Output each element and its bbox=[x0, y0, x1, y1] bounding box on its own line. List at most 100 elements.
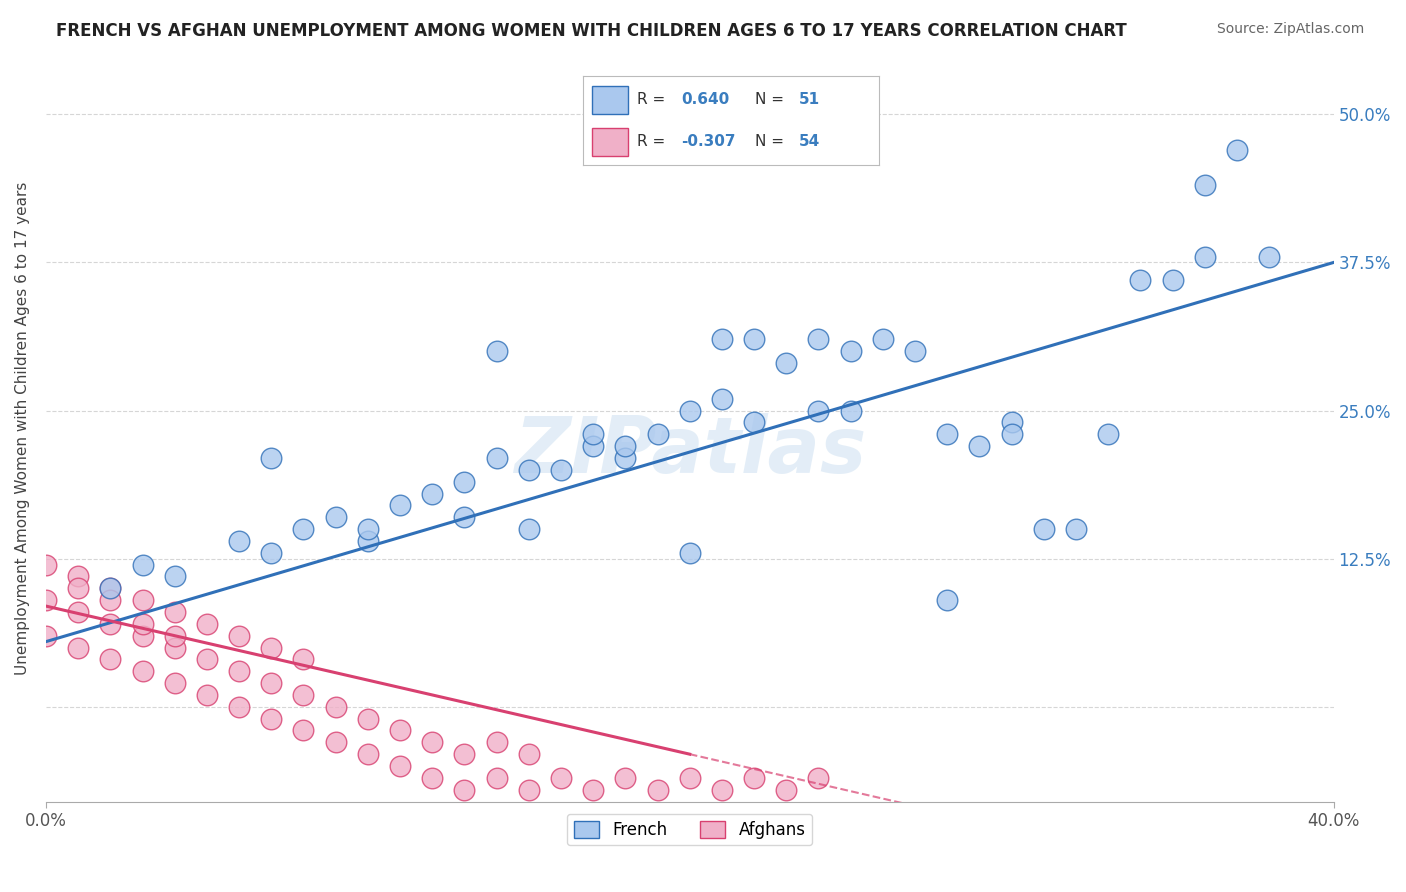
Point bbox=[228, 533, 250, 548]
Text: -0.307: -0.307 bbox=[681, 135, 735, 149]
Point bbox=[485, 735, 508, 749]
Point bbox=[485, 450, 508, 465]
Point bbox=[582, 439, 605, 453]
Point bbox=[292, 688, 315, 702]
Point bbox=[807, 333, 830, 347]
Point bbox=[163, 629, 186, 643]
Point bbox=[357, 533, 380, 548]
Point bbox=[163, 640, 186, 655]
Text: 54: 54 bbox=[799, 135, 820, 149]
Point bbox=[969, 439, 991, 453]
Point bbox=[1161, 273, 1184, 287]
Point bbox=[485, 344, 508, 359]
Point bbox=[839, 403, 862, 417]
Point bbox=[517, 782, 540, 797]
Point bbox=[517, 747, 540, 761]
Point bbox=[647, 782, 669, 797]
Point bbox=[904, 344, 927, 359]
Point bbox=[292, 723, 315, 738]
Text: Source: ZipAtlas.com: Source: ZipAtlas.com bbox=[1216, 22, 1364, 37]
Text: N =: N = bbox=[755, 93, 789, 107]
Point bbox=[35, 593, 58, 607]
Point bbox=[1001, 416, 1024, 430]
Point bbox=[67, 605, 90, 619]
Point bbox=[260, 640, 283, 655]
Point bbox=[195, 616, 218, 631]
Text: 0.640: 0.640 bbox=[681, 93, 730, 107]
Point bbox=[679, 771, 702, 785]
Point bbox=[710, 782, 733, 797]
Point bbox=[228, 665, 250, 679]
Point bbox=[647, 427, 669, 442]
Point bbox=[195, 652, 218, 666]
Point bbox=[389, 499, 412, 513]
Point bbox=[453, 510, 475, 524]
Point bbox=[98, 582, 121, 596]
Point bbox=[131, 558, 153, 572]
Point bbox=[839, 344, 862, 359]
Point bbox=[1226, 143, 1249, 157]
Point bbox=[1097, 427, 1119, 442]
Point bbox=[550, 771, 572, 785]
Point bbox=[163, 605, 186, 619]
Point bbox=[936, 593, 959, 607]
Point bbox=[292, 652, 315, 666]
Point bbox=[936, 427, 959, 442]
Text: 51: 51 bbox=[799, 93, 820, 107]
Point bbox=[67, 582, 90, 596]
Point bbox=[420, 771, 443, 785]
Point bbox=[807, 403, 830, 417]
Point bbox=[1129, 273, 1152, 287]
Point bbox=[872, 333, 894, 347]
Point bbox=[1064, 522, 1087, 536]
Point bbox=[260, 450, 283, 465]
Point bbox=[775, 782, 797, 797]
Point bbox=[131, 593, 153, 607]
Point bbox=[163, 676, 186, 690]
Point bbox=[807, 771, 830, 785]
Text: N =: N = bbox=[755, 135, 789, 149]
Point bbox=[1001, 427, 1024, 442]
Y-axis label: Unemployment Among Women with Children Ages 6 to 17 years: Unemployment Among Women with Children A… bbox=[15, 182, 30, 675]
Point bbox=[1194, 250, 1216, 264]
Point bbox=[325, 510, 347, 524]
Point bbox=[614, 450, 637, 465]
Point bbox=[35, 629, 58, 643]
Point bbox=[710, 392, 733, 406]
Point bbox=[98, 652, 121, 666]
Point bbox=[582, 782, 605, 797]
Point bbox=[1258, 250, 1281, 264]
Point bbox=[131, 616, 153, 631]
Point bbox=[228, 629, 250, 643]
Text: ZIPatlas: ZIPatlas bbox=[513, 413, 866, 489]
Point bbox=[614, 771, 637, 785]
Point bbox=[228, 699, 250, 714]
Point bbox=[260, 676, 283, 690]
Point bbox=[420, 735, 443, 749]
Point bbox=[742, 416, 765, 430]
Point bbox=[517, 463, 540, 477]
Point bbox=[742, 333, 765, 347]
Point bbox=[679, 546, 702, 560]
Text: R =: R = bbox=[637, 135, 669, 149]
Point bbox=[389, 723, 412, 738]
Point bbox=[485, 771, 508, 785]
Point bbox=[195, 688, 218, 702]
Point bbox=[1194, 178, 1216, 193]
Point bbox=[517, 522, 540, 536]
FancyBboxPatch shape bbox=[592, 128, 627, 156]
Point bbox=[131, 665, 153, 679]
Point bbox=[98, 593, 121, 607]
Point bbox=[163, 569, 186, 583]
Legend: French, Afghans: French, Afghans bbox=[567, 814, 813, 846]
FancyBboxPatch shape bbox=[592, 86, 627, 114]
Point bbox=[550, 463, 572, 477]
Point bbox=[742, 771, 765, 785]
Point bbox=[67, 569, 90, 583]
Point bbox=[420, 486, 443, 500]
Point bbox=[292, 522, 315, 536]
Point bbox=[710, 333, 733, 347]
Point bbox=[389, 759, 412, 773]
Point bbox=[357, 712, 380, 726]
Point bbox=[614, 439, 637, 453]
